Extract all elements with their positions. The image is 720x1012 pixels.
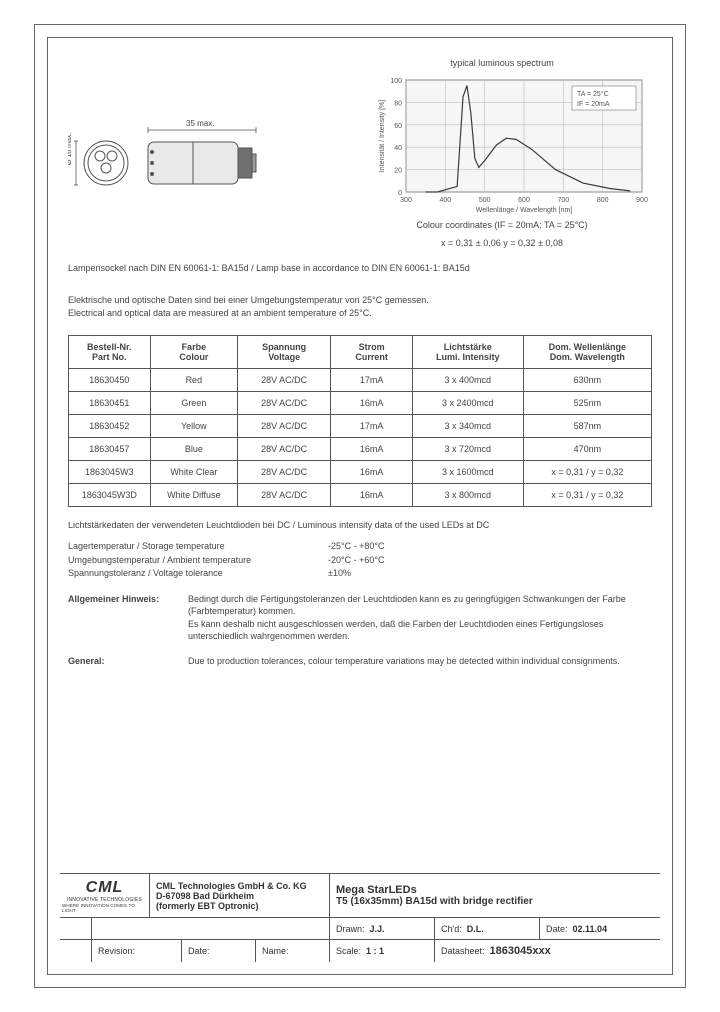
product1: Mega StarLEDs — [336, 884, 417, 896]
ds-val: 1863045xxx — [490, 945, 551, 957]
luminous-note: Lichtstärkedaten der verwendeten Leuchtd… — [68, 519, 652, 533]
svg-text:400: 400 — [439, 197, 451, 204]
product-cell: Mega StarLEDs T5 (16x35mm) BA15d with br… — [330, 874, 660, 917]
company2: D-67098 Bad Dürkheim — [156, 891, 254, 901]
height-label: Ø 16 max. — [68, 133, 73, 165]
company-cell: CML Technologies GmbH & Co. KG D-67098 B… — [150, 874, 330, 917]
inner-border: Ø 16 max. — [47, 37, 673, 975]
svg-text:600: 600 — [518, 197, 530, 204]
width-label: 35 max. — [186, 119, 214, 128]
logo-main: CML — [86, 879, 124, 897]
svg-text:60: 60 — [394, 123, 402, 130]
chkd-val: D.L. — [467, 924, 484, 934]
chkd-cell: Ch'd: D.L. — [435, 918, 540, 939]
drawn-label: Drawn: — [336, 924, 365, 934]
spec2-label: Umgebungstemperatur / Ambient temperatur… — [68, 554, 328, 568]
scale-val: 1 : 1 — [366, 946, 384, 956]
measured-note: Elektrische und optische Daten sind bei … — [68, 294, 652, 321]
svg-text:300: 300 — [400, 197, 412, 204]
chart-footer2: x = 0,31 ± 0,06 y = 0,32 ± 0,08 — [352, 236, 652, 250]
drawn-cell: Drawn: J.J. — [330, 918, 435, 939]
logo-cell: CML INNOVATIVE TECHNOLOGIES WHERE INNOVA… — [60, 874, 150, 917]
general-label: General: — [68, 655, 188, 668]
general-body: Due to production tolerances, colour tem… — [188, 655, 652, 668]
lamp-base-note: Lampensockel nach DIN EN 60061-1: BA15d … — [68, 262, 652, 276]
svg-text:100: 100 — [390, 78, 402, 85]
svg-text:IF = 20mA: IF = 20mA — [577, 101, 610, 108]
spec3-val: ±10% — [328, 567, 351, 581]
product2: T5 (16x35mm) BA15d with bridge rectifier — [336, 896, 533, 907]
title-block: CML INNOVATIVE TECHNOLOGIES WHERE INNOVA… — [60, 873, 660, 962]
rdate-cell: Date: — [182, 940, 256, 962]
company1: CML Technologies GmbH & Co. KG — [156, 881, 307, 891]
svg-text:20: 20 — [394, 168, 402, 175]
spec1-val: -25°C - +80°C — [328, 540, 384, 554]
svg-text:40: 40 — [394, 145, 402, 152]
hinweis-label: Allgemeiner Hinweis: — [68, 593, 188, 643]
svg-text:700: 700 — [557, 197, 569, 204]
date-val: 02.11.04 — [573, 924, 608, 934]
svg-text:0: 0 — [398, 190, 402, 197]
name-cell: Name: — [256, 940, 330, 962]
chart-footer1: Colour coordinates (IF = 20mA; TA = 25°C… — [352, 218, 652, 232]
svg-text:TA = 25°C: TA = 25°C — [577, 90, 609, 98]
empty-3 — [60, 940, 92, 962]
spectrum-chart: typical luminous spectrum 30040050060070… — [352, 58, 652, 248]
scale-cell: Scale: 1 : 1 — [330, 940, 435, 962]
chart-title: typical luminous spectrum — [352, 58, 652, 68]
spec1-label: Lagertemperatur / Storage temperature — [68, 540, 328, 554]
rev-label: Revision: — [98, 946, 135, 956]
scale-label: Scale: — [336, 946, 361, 956]
specs: Lagertemperatur / Storage temperature-25… — [68, 540, 652, 581]
spec2-val: -20°C - +60°C — [328, 554, 384, 568]
spec3-label: Spannungstoleranz / Voltage tolerance — [68, 567, 328, 581]
company3: (formerly EBT Optronic) — [156, 901, 259, 911]
general-row: General: Due to production tolerances, c… — [68, 655, 652, 668]
svg-text:900: 900 — [636, 197, 648, 204]
rev-cell: Revision: — [92, 940, 182, 962]
measured-de: Elektrische und optische Daten sind bei … — [68, 295, 429, 305]
svg-text:Intensität / Intensity [%]: Intensität / Intensity [%] — [379, 100, 386, 172]
ds-cell: Datasheet: 1863045xxx — [435, 940, 660, 962]
date-cell: Date: 02.11.04 — [540, 918, 660, 939]
svg-text:800: 800 — [597, 197, 609, 204]
rdate-label: Date: — [188, 946, 210, 956]
lamp-drawing: Ø 16 max. — [68, 98, 288, 208]
svg-text:500: 500 — [479, 197, 491, 204]
ds-label: Datasheet: — [441, 946, 485, 956]
hinweis-body: Bedingt durch die Fertigungstoleranzen d… — [188, 593, 652, 643]
chkd-label: Ch'd: — [441, 924, 462, 934]
hinweis-row: Allgemeiner Hinweis: Bedingt durch die F… — [68, 593, 652, 643]
outer-border: Ø 16 max. — [34, 24, 686, 988]
empty-1 — [60, 918, 92, 939]
name-label: Name: — [262, 946, 289, 956]
svg-text:80: 80 — [394, 100, 402, 107]
lamp-diagram: Ø 16 max. — [68, 58, 288, 248]
data-table: Bestell-Nr.Part No.FarbeColourSpannungVo… — [68, 335, 652, 507]
date-label: Date: — [546, 924, 568, 934]
empty-2 — [92, 918, 330, 939]
drawn-val: J.J. — [370, 924, 385, 934]
top-row: Ø 16 max. — [68, 58, 652, 248]
measured-en: Electrical and optical data are measured… — [68, 308, 372, 318]
logo-sub2: WHERE INNOVATION COMES TO LIGHT — [62, 903, 147, 913]
svg-text:Wellenlänge / Wavelength [nm]: Wellenlänge / Wavelength [nm] — [476, 207, 573, 214]
content-area: Ø 16 max. — [68, 58, 652, 854]
